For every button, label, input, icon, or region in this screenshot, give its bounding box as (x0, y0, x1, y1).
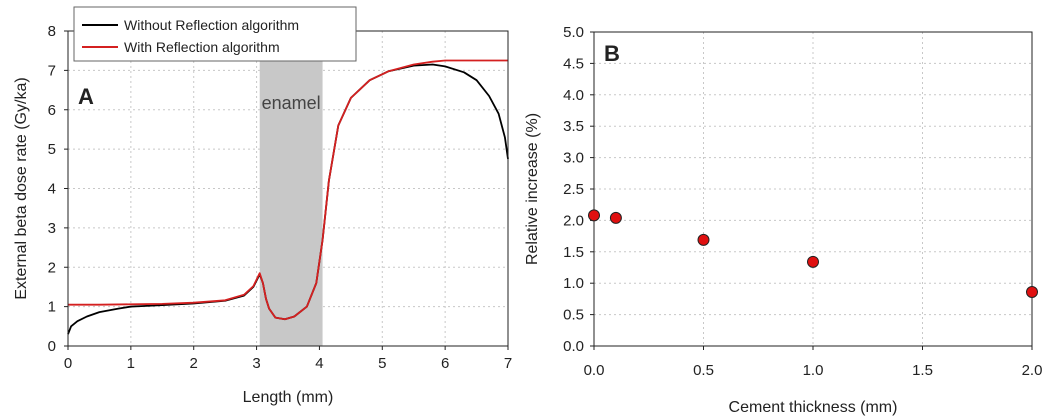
legend-box (73, 6, 357, 62)
panel-a-y-tick-label: 0 (48, 338, 56, 355)
panel-a-y-axis-title: External beta dose rate (Gy/ka) (13, 77, 30, 299)
panel-a-y-tick-label: 2 (48, 259, 56, 276)
panel-b-y-tick-label: 4.5 (563, 55, 584, 72)
panel-b-y-tick-label: 0.0 (563, 338, 584, 355)
panel-b-y-axis-title: Relative increase (%) (524, 113, 541, 265)
series-line-with-reflection (68, 59, 508, 321)
panel-a-y-tick-label: 6 (48, 102, 56, 119)
panel-a-y-tick-label: 8 (48, 23, 56, 40)
panel-b-y-tick-label: 1.5 (563, 244, 584, 261)
panel-b-x-tick-label: 1.0 (803, 362, 824, 379)
panel-b-y-tick-label: 4.0 (563, 87, 584, 104)
panel-a-y-tick-label: 3 (48, 220, 56, 237)
panel-a-x-tick-label: 6 (441, 355, 449, 372)
panel-a-x-tick-label: 5 (378, 355, 386, 372)
scatter-point (588, 209, 600, 222)
panel-b-x-tick-label: 0.5 (693, 362, 714, 379)
enamel-label: enamel (262, 93, 321, 113)
panel-a-x-tick-label: 2 (190, 355, 198, 372)
enamel-shaded-region (259, 31, 323, 346)
scatter-point (807, 255, 819, 268)
panel-b-y-tick-label: 3.5 (563, 118, 584, 135)
panel-b-grid (594, 32, 1032, 346)
panel-a-x-axis-title: Length (mm) (243, 389, 334, 406)
panel-b-y-tick-label: 0.5 (563, 307, 584, 324)
panel-a-y-ticks: 0 1 2 3 4 5 6 7 8 (48, 23, 68, 355)
panel-a-x-tick-label: 3 (252, 355, 260, 372)
panel-b-points (588, 209, 1038, 298)
panel-a-x-tick-label: 0 (64, 355, 72, 372)
legend-label-without-reflection: Without Reflection algorithm (124, 17, 299, 33)
panel-a-y-tick-label: 5 (48, 141, 56, 158)
scatter-point (697, 233, 710, 246)
panel-a-y-tick-label: 7 (48, 62, 56, 79)
panel-a-x-tick-label: 1 (127, 355, 135, 372)
panel-b-x-tick-label: 2.0 (1022, 362, 1043, 379)
panel-b-y-tick-label: 2.0 (563, 212, 584, 229)
panel-b-x-tick-label: 1.5 (912, 362, 933, 379)
panel-a-letter: A (78, 84, 94, 109)
panel-a-x-tick-label: 4 (315, 355, 323, 372)
legend-label-with-reflection: With Reflection algorithm (124, 39, 280, 55)
panel-a-x-ticks: 0 1 2 3 4 5 6 7 (64, 346, 512, 372)
panel-a-x-tick-label: 7 (504, 355, 512, 372)
panel-b-x-tick-label: 0.0 (584, 362, 605, 379)
panel-a-chart: 0 1 2 3 4 5 6 7 0 1 2 3 4 5 6 7 8 Length (mm) External … (13, 6, 512, 406)
panel-b-letter: B (604, 41, 620, 66)
panel-b-y-tick-label: 2.5 (563, 181, 584, 198)
panel-a-y-tick-label: 1 (48, 299, 56, 316)
panel-b-y-tick-label: 3.0 (563, 150, 584, 167)
scatter-point (609, 211, 622, 224)
panel-b-x-ticks: 0.0 0.5 1.0 1.5 2.0 (584, 346, 1043, 379)
panel-a-series-lines (67, 59, 509, 335)
scatter-point (1026, 285, 1038, 298)
panel-b-y-tick-label: 5.0 (563, 24, 584, 41)
panel-a-legend: Without Reflection algorithm With Reflec… (73, 6, 357, 62)
panel-b-chart: 0.0 0.5 1.0 1.5 2.0 0.0 0.5 1.0 1.5 2.0 2.5 3.0 3.5… (524, 24, 1042, 416)
panel-b-y-tick-label: 1.0 (563, 275, 584, 292)
panel-b-y-ticks: 0.0 0.5 1.0 1.5 2.0 2.5 3.0 3.5 4.0 4.5 5.0 (563, 24, 594, 355)
panel-a-y-tick-label: 4 (48, 181, 56, 198)
panel-b-x-axis-title: Cement thickness (mm) (729, 399, 898, 416)
